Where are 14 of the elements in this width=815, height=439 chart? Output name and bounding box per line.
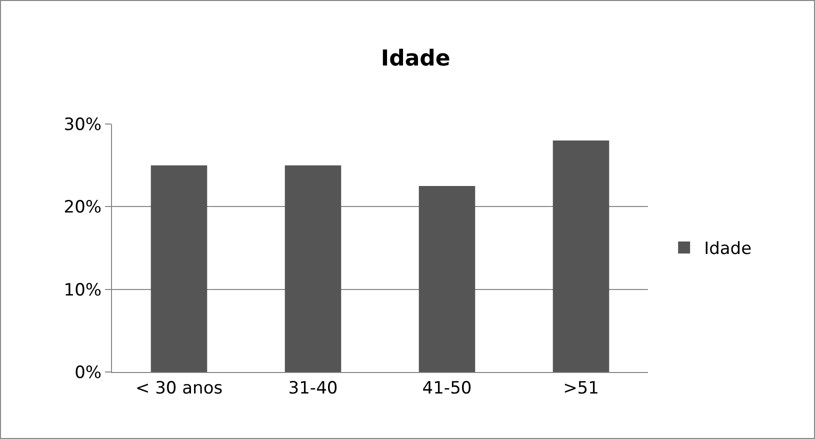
y-tick-label: 0%: [74, 362, 102, 383]
chart-title: Idade: [380, 46, 450, 72]
x-tick-label: 31-40: [288, 378, 338, 398]
x-tick-label: < 30 anos: [135, 378, 223, 398]
x-tick-label: 41-50: [422, 378, 472, 398]
bar: [552, 140, 610, 372]
legend-label: Idade: [704, 239, 752, 260]
y-tick-label: 10%: [64, 280, 102, 300]
bar: [150, 165, 208, 372]
x-tick-label: >51: [563, 378, 599, 398]
bar: [418, 186, 476, 372]
y-tick-label: 30%: [64, 114, 102, 135]
bar: [284, 165, 342, 372]
y-tick-label: 20%: [64, 198, 102, 218]
